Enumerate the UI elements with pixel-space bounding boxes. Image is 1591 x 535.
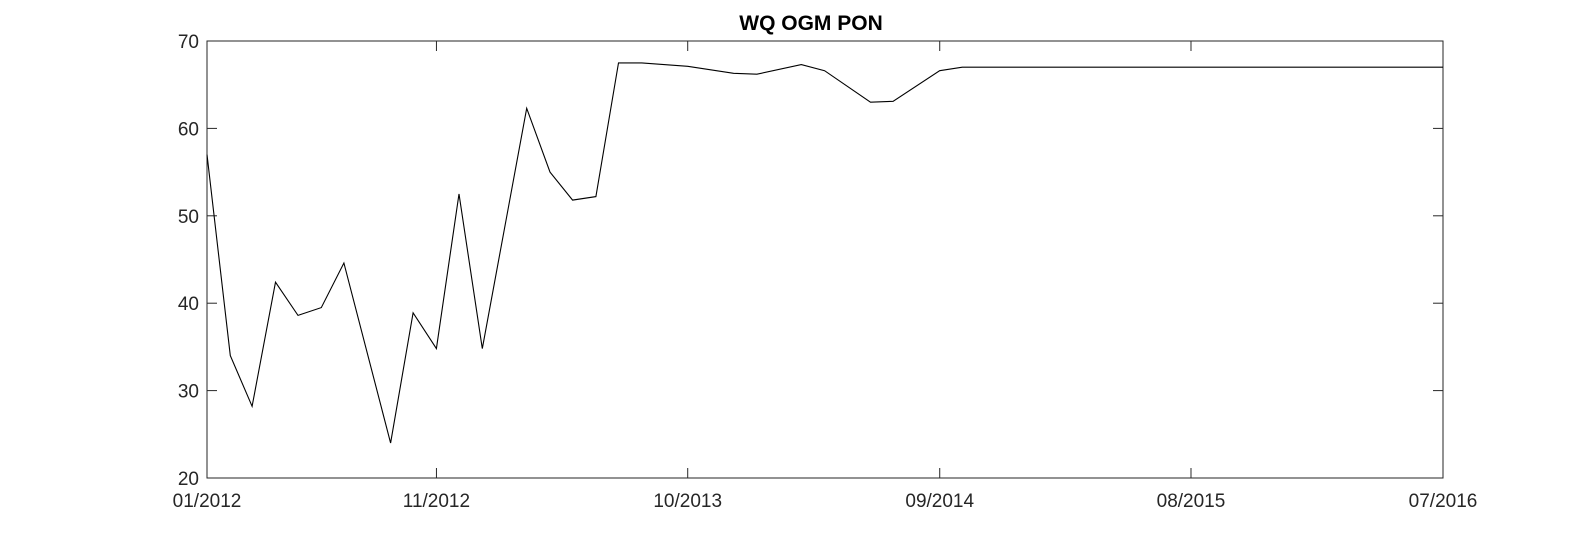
ticks: 01/2012 11/2012 10/2013 09/2014 08/2015 07/20… [173,32,1478,512]
x-tick-label: 11/2012 [403,491,470,512]
y-tick-label: 50 [178,207,199,228]
y-tick-label: 20 [178,469,199,490]
y-tick-label: 30 [178,382,199,403]
chart-title: WQ OGM PON [739,12,883,35]
y-tick-label: 40 [178,294,199,315]
x-tick-label: 09/2014 [905,491,974,512]
x-tick-label: 08/2015 [1157,491,1226,512]
x-tick-label: 07/2016 [1409,491,1478,512]
series-line [206,62,1443,444]
y-tick-label: 60 [178,119,199,140]
x-tick-label: 01/2012 [173,491,242,512]
x-tick-label: 10/2013 [653,491,722,512]
series-layer [206,62,1443,444]
plot-frame [206,40,1444,479]
axes [206,40,1444,479]
y-tick-label: 70 [178,32,199,53]
